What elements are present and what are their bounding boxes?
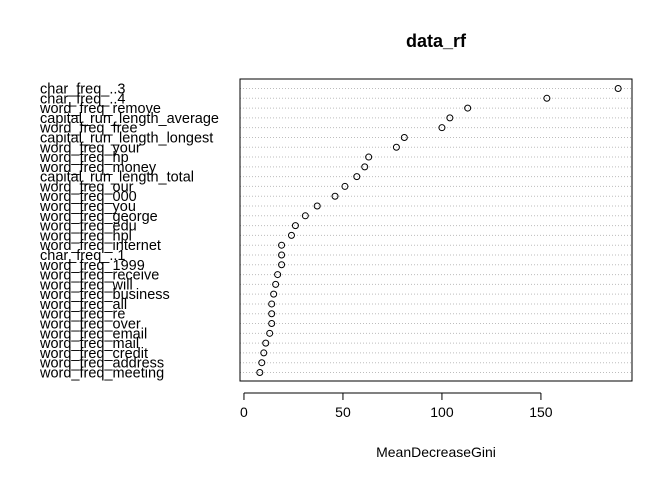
category-label: word_freq_1999 — [39, 258, 145, 274]
data-point — [341, 182, 349, 190]
category-label: word_freq_meeting — [39, 366, 164, 382]
x-axis-title: MeanDecreaseGini — [376, 444, 496, 460]
x-tick-label: 100 — [430, 404, 454, 420]
category-label: capital_run_length_average — [40, 111, 219, 127]
category-label: word_freq_money — [39, 160, 157, 176]
data-point — [260, 349, 268, 357]
category-label: word_freq_business — [39, 287, 170, 303]
data-point — [392, 143, 400, 151]
data-point — [301, 212, 309, 220]
data-point — [268, 310, 276, 318]
category-label: word_freq_000 — [39, 189, 137, 205]
data-point — [400, 133, 408, 141]
data-point — [268, 300, 276, 308]
data-point — [270, 290, 278, 298]
category-label: word_freq_will — [39, 277, 133, 293]
category-labels: char_freq_..3char_freq_..4word_freq_remo… — [39, 82, 219, 382]
data-point — [278, 241, 286, 249]
x-tick-label: 0 — [240, 404, 248, 420]
data-point — [313, 202, 321, 210]
category-label: word_freq_free — [39, 121, 138, 137]
data-point — [272, 280, 280, 288]
data-point — [331, 192, 339, 200]
plot-frame — [239, 78, 633, 382]
category-label: word_freq_edu — [39, 219, 137, 235]
category-label: word_freq_over — [39, 317, 141, 333]
category-label: capital_run_length_total — [40, 170, 194, 186]
data-point — [365, 153, 373, 161]
category-label: word_freq_internet — [39, 238, 161, 254]
category-label: word_freq_hpl — [39, 228, 132, 244]
data-point — [543, 94, 551, 102]
data-point — [258, 359, 266, 367]
data-point — [278, 251, 286, 259]
data-point — [268, 320, 276, 328]
grid-lines — [240, 88, 632, 373]
data-point — [262, 339, 270, 347]
data-point — [291, 222, 299, 230]
category-label: word_freq_address — [39, 356, 164, 372]
data-point — [614, 85, 622, 92]
data-point — [438, 124, 446, 132]
category-label: word_freq_you — [39, 199, 136, 215]
category-label: word_freq_remove — [39, 101, 161, 117]
data-point — [266, 329, 274, 337]
data-point — [274, 271, 282, 279]
category-label: word_freq_our — [39, 179, 134, 195]
category-label: word_freq_re — [39, 307, 125, 323]
category-label: word_freq_all — [39, 297, 127, 313]
data-point — [361, 163, 369, 171]
category-label: word_freq_your — [39, 140, 141, 156]
data-point — [287, 231, 295, 239]
category-label: char_freq_..3 — [40, 82, 125, 98]
category-label: char_freq_..1 — [40, 248, 125, 264]
category-label: capital_run_length_longest — [40, 130, 213, 146]
data-points — [256, 85, 622, 376]
data-point — [464, 104, 472, 112]
data-point — [278, 261, 286, 269]
chart-title: data_rf — [406, 31, 467, 51]
x-tick-label: 150 — [529, 404, 553, 420]
data-point — [256, 369, 264, 376]
category-label: word_freq_email — [39, 326, 147, 342]
category-label: word_freq_george — [39, 209, 158, 225]
category-label: word_freq_receive — [39, 268, 159, 284]
x-tick-label: 50 — [335, 404, 351, 420]
category-label: word_freq_credit — [39, 346, 148, 362]
category-label: word_freq_mail — [39, 336, 139, 352]
data-point — [353, 173, 361, 181]
x-axis: 0 50 100 150 — [240, 392, 553, 420]
data-point — [446, 114, 454, 122]
category-label: word_freq_hp — [39, 150, 129, 166]
category-label: char_freq_..4 — [40, 91, 125, 107]
